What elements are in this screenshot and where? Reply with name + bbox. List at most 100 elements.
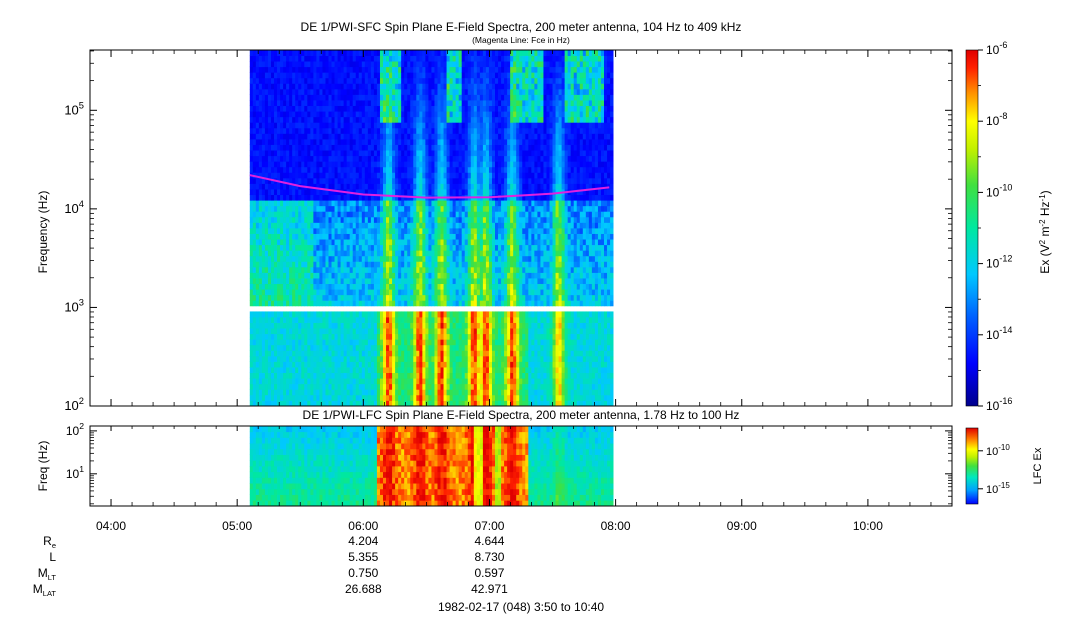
sfc-cell (340, 317, 345, 323)
sfc-cell (370, 127, 375, 134)
sfc-cell (379, 222, 384, 229)
sfc-cell (286, 278, 290, 285)
sfc-cell (452, 344, 457, 351)
sfc-cell (298, 116, 302, 123)
sfc-cell (277, 294, 281, 301)
sfc-cell (401, 255, 405, 262)
sfc-cell (434, 283, 438, 290)
sfc-cell (419, 88, 423, 95)
sfc-cell (373, 350, 378, 357)
sfc-cell (292, 233, 296, 240)
sfc-cell (416, 116, 420, 123)
sfc-cell (255, 100, 260, 107)
sfc-cell (267, 255, 272, 262)
sfc-cell (261, 55, 266, 62)
sfc-cell (476, 105, 481, 112)
sfc-cell (437, 355, 441, 362)
sfc-cell (286, 105, 290, 112)
sfc-cell (270, 55, 275, 62)
sfc-cell (413, 94, 417, 101)
sfc-cell (267, 55, 272, 62)
sfc-cell (334, 94, 338, 101)
sfc-cell (289, 144, 293, 151)
sfc-cell (476, 244, 481, 251)
sfc-cell (452, 83, 457, 90)
sfc-cell (286, 88, 290, 95)
sfc-cell (355, 311, 360, 318)
sfc-cell (395, 88, 399, 95)
sfc-cell (283, 266, 287, 273)
sfc-cell (307, 139, 311, 145)
sfc-cell (286, 272, 290, 279)
sfc-cell (425, 300, 429, 307)
sfc-cell (428, 139, 432, 145)
sfc-cell (295, 55, 299, 62)
sfc-cell (361, 239, 366, 246)
sfc-cell (358, 322, 363, 329)
sfc-cell (455, 139, 460, 145)
sfc-cell (283, 205, 287, 212)
sfc-cell (419, 322, 423, 329)
sfc-cell (334, 300, 338, 307)
sfc-cell (379, 127, 384, 134)
sfc-cell (340, 283, 345, 290)
sfc-cell (319, 300, 323, 307)
sfc-cell (267, 161, 272, 168)
sfc-cell (422, 55, 426, 62)
sfc-cell (383, 211, 387, 218)
sfc-cell (437, 333, 441, 340)
sfc-cell (340, 372, 345, 379)
sfc-cell (386, 400, 390, 406)
sfc-cell (428, 211, 432, 218)
sfc-cell (431, 122, 435, 129)
sfc-cell (274, 166, 278, 173)
sfc-cell (485, 111, 490, 118)
sfc-cell (322, 250, 326, 257)
sfc-cell (410, 139, 414, 145)
sfc-cell (261, 228, 266, 234)
sfc-cell (425, 50, 429, 56)
sfc-cell (379, 350, 384, 357)
sfc-cell (443, 72, 447, 79)
sfc-cell (386, 155, 390, 162)
sfc-cell (267, 283, 272, 290)
sfc-cell (258, 367, 263, 374)
sfc-cell (476, 266, 481, 273)
sfc-cell (482, 216, 487, 223)
sfc-cell (449, 339, 454, 346)
sfc-cell (283, 378, 287, 385)
sfc-cell (373, 94, 378, 101)
sfc-cell (370, 317, 375, 323)
sfc-cell (461, 216, 466, 223)
sfc-cell (252, 205, 257, 212)
sfc-cell (395, 289, 399, 296)
sfc-cell (258, 261, 263, 268)
sfc-cell (389, 261, 393, 268)
sfc-cell (446, 150, 450, 157)
sfc-cell (295, 266, 299, 273)
sfc-cell (419, 239, 423, 246)
sfc-cell (261, 283, 266, 290)
sfc-cell (413, 222, 417, 229)
sfc-cell (398, 244, 402, 251)
sfc-cell (398, 289, 402, 296)
sfc-cell (485, 389, 490, 396)
sfc-cell (289, 111, 293, 118)
sfc-cell (349, 328, 354, 335)
sfc-cell (485, 127, 490, 134)
sfc-cell (428, 378, 432, 385)
sfc-cell (443, 389, 447, 396)
sfc-cell (331, 122, 335, 129)
sfc-cell (398, 222, 402, 229)
sfc-cell (373, 50, 378, 56)
sfc-cell (476, 300, 481, 307)
sfc-cell (437, 200, 441, 207)
sfc-cell (401, 127, 405, 134)
sfc-cell (304, 333, 308, 340)
sfc-cell (473, 372, 478, 379)
sfc-cell (328, 361, 332, 368)
sfc-cell (358, 144, 363, 151)
sfc-cell (392, 94, 396, 101)
sfc-cell (289, 161, 293, 168)
sfc-cell (319, 333, 323, 340)
